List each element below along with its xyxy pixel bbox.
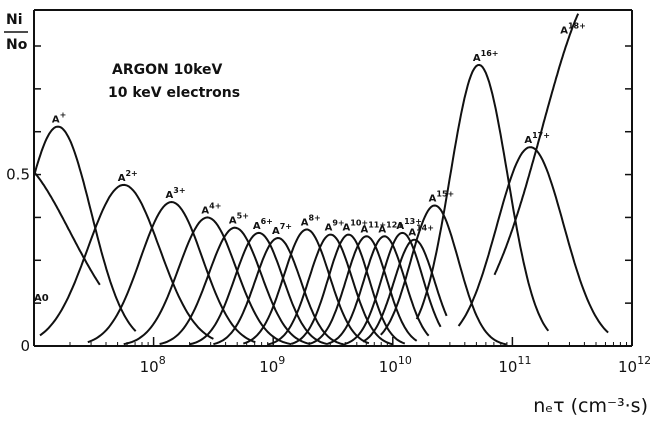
series-label: A16+ (473, 49, 499, 64)
x-tick-label: 1012 (618, 354, 650, 376)
series-label: A0 (34, 293, 49, 304)
y-tick-label: 0.5 (6, 166, 30, 184)
series-label: A5+ (229, 212, 249, 227)
plot-frame (33, 9, 633, 347)
series-curve-A18plus (493, 13, 580, 276)
x-tick-label: 1010 (379, 354, 412, 376)
series-label: A8+ (301, 213, 321, 228)
curves-layer (34, 13, 609, 346)
series-label: A3+ (166, 186, 186, 201)
series-curve-Aplus (34, 125, 137, 332)
y-label-denominator: No (6, 37, 28, 53)
x-tick-label: 108 (140, 354, 166, 376)
series-curve-A10plus (290, 233, 406, 345)
x-axis-title: nₑτ (cm⁻³·s) (533, 395, 648, 417)
series-label: A2+ (118, 169, 138, 184)
series-label: A18+ (560, 21, 586, 36)
x-tick-label: 1011 (498, 354, 531, 376)
series-label: A15+ (429, 189, 455, 204)
series-label: A7+ (272, 222, 292, 237)
series-label: A+ (52, 111, 66, 126)
x-tick-label: 109 (259, 354, 285, 376)
series-curve-A14plus (362, 238, 448, 343)
y-tick-label: 0 (20, 337, 30, 355)
series-curve-A5plus (159, 226, 310, 345)
series-curve-A9plus (267, 233, 394, 346)
series-curve-A13plus (344, 231, 442, 345)
series-curve-A2plus (39, 183, 214, 340)
annotation-line-2: 10 keV electrons (108, 85, 240, 101)
series-curve-A11plus (308, 235, 418, 345)
series-label: A6+ (253, 217, 273, 232)
y-label-numerator: Ni (6, 12, 23, 28)
series-label: A4+ (201, 201, 221, 216)
series-curve-A17plus (457, 146, 609, 334)
annotation-line-1: ARGON 10keV (112, 62, 223, 78)
series-curve-A3plus (87, 200, 256, 344)
series-curve-A12plus (326, 235, 430, 345)
series-curve-A6plus (189, 231, 328, 346)
series-curve-A0 (34, 171, 101, 286)
series-curve-A7plus (213, 236, 346, 346)
y-axis-label: Ni No (4, 12, 28, 53)
series-label: A14+ (408, 224, 434, 239)
series-curve-A16plus (415, 63, 550, 332)
